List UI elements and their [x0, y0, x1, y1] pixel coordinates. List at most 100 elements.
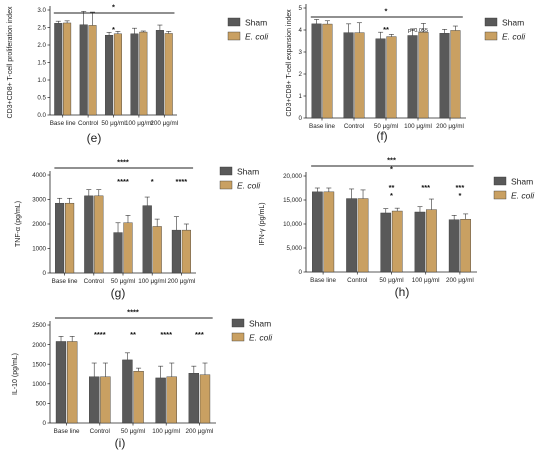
y-tick-label: 2.5	[37, 25, 46, 32]
y-axis-label: TNF-α (pg/mL)	[15, 201, 22, 247]
bar-sham	[448, 219, 460, 273]
significance-marker: **	[389, 183, 395, 192]
chart-i: 0 500 1000 1500 2000 2500 IL-10 (pg/mL) Base li…	[12, 308, 273, 451]
bar-sham	[142, 205, 152, 274]
significance-overall-2: *	[390, 165, 393, 174]
legend-label-ecoli: E. coli	[249, 333, 273, 343]
significance-marker: *	[112, 25, 115, 34]
bar-ecoli	[94, 195, 104, 274]
bar-ecoli	[113, 33, 122, 116]
y-tick-label: 1000	[32, 246, 46, 253]
bar-sham	[79, 24, 88, 116]
x-tick-label: 50 μg/ml	[379, 277, 403, 284]
bar-ecoli	[199, 374, 211, 424]
panel-label: (i)	[115, 436, 126, 450]
y-tick-label: 5	[299, 5, 303, 12]
significance-overall: ***	[387, 156, 396, 165]
y-tick-label: 1.5	[37, 60, 46, 67]
x-tick-label: 100 μg/ml	[404, 123, 432, 130]
chart-h: 0 5,000 10,000 15,000 20,000 IFN-γ (pg/mL) Bas…	[259, 156, 535, 300]
bar-sham	[346, 198, 357, 273]
significance-overall: ****	[117, 158, 129, 167]
panel-label: (f)	[376, 129, 387, 143]
significance-marker: ***	[195, 330, 204, 339]
panel-label: (h)	[395, 285, 410, 299]
bar-ecoli	[418, 32, 429, 119]
x-tick-label: Base line	[310, 277, 336, 284]
bar-ecoli	[354, 32, 365, 119]
significance-marker: **	[383, 25, 389, 34]
legend-label-ecoli: E. coli	[511, 191, 535, 201]
x-tick-label: 200 μg/ml	[150, 120, 178, 127]
legend-label-sham: Sham	[511, 177, 533, 187]
legend-label-sham: Sham	[249, 319, 271, 329]
x-tick-label: 100 μg/ml	[412, 277, 440, 284]
y-axis-label: IFN-γ (pg/mL)	[259, 202, 266, 245]
legend-label-ecoli: E. coli	[245, 32, 269, 42]
y-axis-label: IL-10 (pg/mL)	[12, 353, 19, 395]
y-tick-label: 2	[299, 71, 303, 78]
significance-marker: ***	[421, 183, 430, 192]
x-tick-label: Base line	[52, 278, 78, 285]
bar-sham	[130, 33, 139, 116]
x-tick-label: Base line	[50, 120, 76, 127]
legend-swatch-sham	[231, 318, 245, 328]
significance-marker: ****	[176, 177, 188, 186]
x-tick-label: 200 μg/ml	[446, 277, 474, 284]
bar-ecoli	[386, 36, 397, 119]
x-tick-label: Control	[78, 120, 98, 127]
bar-ecoli	[426, 209, 437, 273]
bar-ecoli	[139, 31, 148, 116]
y-tick-label: 15,000	[283, 197, 302, 204]
bar-sham	[55, 202, 65, 274]
x-tick-label: 200 μg/ml	[186, 428, 214, 435]
y-tick-label: 3.0	[37, 7, 46, 14]
legend-label-sham: Sham	[245, 18, 267, 28]
y-tick-label: 2000	[32, 221, 46, 228]
bar-ecoli	[322, 23, 333, 119]
bar-sham	[54, 23, 63, 116]
y-tick-label: 0	[43, 270, 47, 277]
x-tick-label: 200 μg/ml	[168, 278, 196, 285]
x-tick-label: Control	[84, 278, 104, 285]
bar-sham	[375, 38, 386, 119]
y-tick-label: 2500	[32, 322, 46, 329]
y-tick-label: 1.0	[37, 77, 46, 84]
legend-label-ecoli: E. coli	[502, 32, 526, 42]
significance-marker: p=0.055	[408, 28, 428, 34]
significance-marker: ****	[94, 330, 106, 339]
x-tick-label: 50 μg/ml	[121, 428, 145, 435]
legend-swatch-sham	[219, 166, 233, 176]
y-tick-label: 20,000	[283, 173, 302, 180]
x-tick-label: 100 μg/ml	[125, 120, 153, 127]
bar-ecoli	[123, 222, 133, 274]
significance-marker: ***	[456, 183, 465, 192]
significance-marker: *	[390, 191, 393, 200]
legend-label-sham: Sham	[237, 167, 259, 177]
y-tick-label: 0	[43, 420, 47, 427]
legend-label-sham: Sham	[502, 18, 524, 28]
x-tick-label: 50 μg/ml	[101, 120, 125, 127]
bar-ecoli	[164, 33, 173, 116]
bar-sham	[439, 33, 450, 119]
chart-f: 0 1 2 3 4 5 CD3+CD8+ T-cell expansion index Bas…	[286, 4, 526, 143]
y-tick-label: 3	[299, 49, 303, 56]
x-tick-label: Base line	[309, 123, 335, 130]
legend-swatch-ecoli	[484, 31, 498, 41]
bar-ecoli	[88, 25, 97, 116]
y-tick-label: 2.0	[37, 42, 46, 49]
y-tick-label: 3000	[32, 197, 46, 204]
bar-sham	[380, 212, 392, 273]
y-tick-label: 4000	[32, 172, 46, 179]
panel-label: (g)	[111, 286, 126, 300]
bar-sham	[55, 341, 67, 424]
bar-sham	[122, 359, 133, 424]
bar-ecoli	[166, 376, 177, 424]
significance-overall: ****	[127, 308, 139, 317]
x-tick-label: 100 μg/ml	[138, 278, 166, 285]
bar-sham	[113, 232, 123, 274]
bar-sham	[188, 373, 199, 424]
x-tick-label: 200 μg/ml	[436, 123, 464, 130]
bar-sham	[414, 211, 426, 273]
